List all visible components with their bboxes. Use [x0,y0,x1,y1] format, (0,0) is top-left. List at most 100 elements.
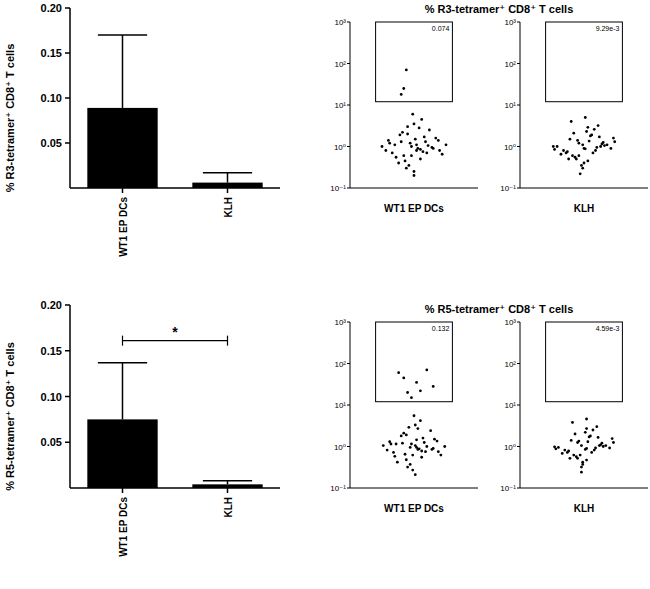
point [585,459,588,462]
bracket-line [123,340,228,341]
points [546,322,623,474]
point [392,451,395,454]
point [432,385,435,388]
point [405,69,408,72]
point [423,441,426,444]
point [585,447,588,450]
title: % R5-tetramer⁺ CD8⁺ T cells [425,303,574,315]
y-tick [517,405,520,406]
point [575,455,578,458]
point [414,424,417,427]
point [420,456,423,459]
y-tick [347,446,350,447]
point [427,144,430,147]
point [401,131,404,134]
point [611,437,614,440]
point [606,143,609,146]
point [586,159,589,162]
point [418,447,421,450]
point [410,396,413,399]
point [437,139,440,142]
point [604,444,607,447]
y-tick [347,146,350,147]
point [390,443,393,446]
y-tick-label: 10² [504,60,516,69]
y-tick [65,442,70,444]
error-cap [98,34,147,36]
gate-label: 9.29e-3 [596,25,620,32]
y-tick [517,446,520,447]
y-tick-label: 10⁰ [504,143,516,152]
point [552,145,555,148]
point [571,154,574,157]
point [400,435,403,438]
y-tick-label: 10¹ [334,101,346,110]
x-axis [520,188,648,189]
point [438,149,441,152]
error-cap [98,362,147,364]
point [405,167,408,170]
y-tick-label: 10¹ [504,401,516,410]
y-tick-label: 10³ [334,18,346,27]
point [429,429,432,432]
point [577,154,580,157]
x-axis-label: KLH [574,203,595,214]
point [419,389,422,392]
x-axis-label: KLH [574,503,595,514]
point [563,449,566,452]
y-tick [65,97,70,99]
point [571,421,574,424]
point [405,458,408,461]
x-tick [227,188,229,193]
x-axis [520,488,648,489]
point [402,87,405,90]
y-tick-label: 10² [504,360,516,369]
point [395,156,398,159]
x-tick [227,488,229,493]
y-tick [517,188,520,189]
category-label: KLH [223,197,234,218]
point [420,118,423,121]
point [556,145,559,148]
point [580,164,583,167]
point [579,454,582,457]
point [574,156,577,159]
y-tick [347,363,350,364]
point [597,124,600,127]
point [599,145,602,148]
points [376,22,453,177]
point [599,443,602,446]
point [413,174,416,177]
point [418,127,421,130]
x-tick [122,488,124,493]
point [577,142,580,145]
point [395,443,398,446]
y-tick [517,488,520,489]
y-tick [65,350,70,352]
point [388,142,391,145]
point [613,140,616,143]
point [569,138,572,141]
bar [87,419,157,488]
point [401,442,404,445]
point [585,418,588,421]
point [592,152,595,155]
point [415,438,418,441]
y-tick-label: 0.20 [41,2,62,14]
y-tick-label: 0.05 [41,436,62,448]
point [584,431,587,434]
point [562,149,565,152]
point [601,143,604,146]
y-tick-label: 10⁰ [504,443,516,452]
point [391,152,394,155]
point [586,126,589,129]
error-bar [98,35,147,108]
y-tick-label: 0.10 [41,391,62,403]
y-tick [517,105,520,106]
gate [546,322,623,402]
y-tick [347,405,350,406]
y-tick-label: 10⁻¹ [330,484,346,493]
y-tick-label: 10⁰ [334,143,346,152]
point [381,145,384,148]
point [406,391,409,394]
